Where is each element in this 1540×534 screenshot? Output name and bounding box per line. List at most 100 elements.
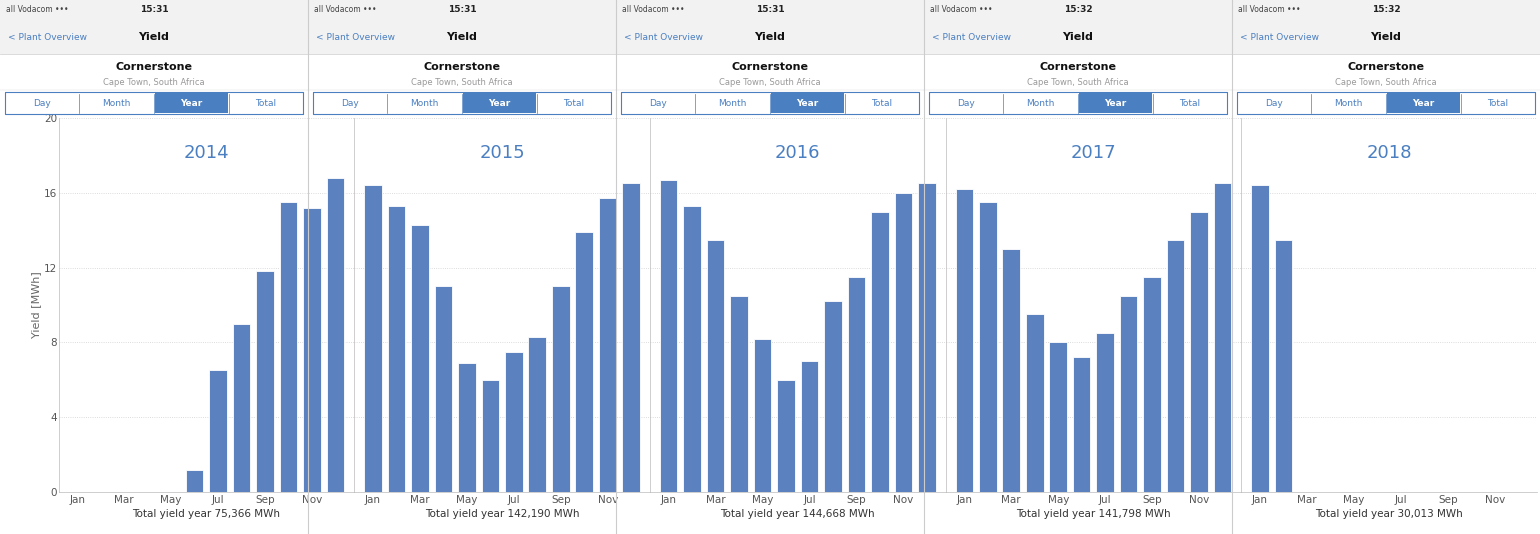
Text: Year: Year bbox=[488, 99, 510, 108]
Bar bbox=[1026, 315, 1044, 492]
Text: Cape Town, South Africa: Cape Town, South Africa bbox=[719, 77, 821, 87]
Text: < Plant Overview: < Plant Overview bbox=[8, 33, 86, 42]
Bar bbox=[388, 206, 405, 492]
X-axis label: Total yield year 142,190 MWh: Total yield year 142,190 MWh bbox=[425, 509, 579, 519]
Bar bbox=[753, 339, 772, 492]
Text: Yield: Yield bbox=[1063, 32, 1093, 42]
Bar bbox=[551, 286, 570, 492]
Text: Day: Day bbox=[340, 99, 359, 108]
Bar bbox=[1275, 240, 1292, 492]
Text: Cornerstone: Cornerstone bbox=[732, 61, 809, 72]
Bar bbox=[599, 199, 616, 492]
Text: all Vodacom •••: all Vodacom ••• bbox=[6, 5, 69, 14]
Bar bbox=[1143, 277, 1161, 492]
Text: Year: Year bbox=[1104, 99, 1126, 108]
Text: all Vodacom •••: all Vodacom ••• bbox=[930, 5, 993, 14]
Bar bbox=[482, 380, 499, 492]
Bar bbox=[505, 352, 522, 492]
Text: Cape Town, South Africa: Cape Town, South Africa bbox=[1335, 77, 1437, 87]
Text: 2014: 2014 bbox=[183, 144, 229, 162]
Text: 15:32: 15:32 bbox=[1064, 5, 1092, 14]
Text: Cornerstone: Cornerstone bbox=[116, 61, 192, 72]
Bar bbox=[1250, 185, 1269, 492]
Bar bbox=[457, 363, 476, 492]
Text: < Plant Overview: < Plant Overview bbox=[932, 33, 1010, 42]
Text: < Plant Overview: < Plant Overview bbox=[1240, 33, 1318, 42]
Text: Total: Total bbox=[256, 99, 277, 108]
Text: 2018: 2018 bbox=[1366, 144, 1412, 162]
Text: < Plant Overview: < Plant Overview bbox=[624, 33, 702, 42]
Text: Total: Total bbox=[1180, 99, 1201, 108]
Bar bbox=[528, 337, 547, 492]
Text: all Vodacom •••: all Vodacom ••• bbox=[314, 5, 377, 14]
Bar bbox=[1214, 184, 1232, 492]
Bar bbox=[1190, 211, 1207, 492]
Bar bbox=[979, 202, 996, 492]
Text: < Plant Overview: < Plant Overview bbox=[316, 33, 394, 42]
Text: Yield: Yield bbox=[755, 32, 785, 42]
Text: Cape Town, South Africa: Cape Town, South Africa bbox=[1027, 77, 1129, 87]
Bar bbox=[363, 185, 382, 492]
Text: Total: Total bbox=[872, 99, 893, 108]
Bar bbox=[684, 206, 701, 492]
Bar bbox=[256, 271, 274, 492]
Text: 2015: 2015 bbox=[479, 144, 525, 162]
Bar bbox=[622, 184, 641, 492]
Bar bbox=[955, 189, 973, 492]
Text: 15:31: 15:31 bbox=[448, 5, 476, 14]
Text: Year: Year bbox=[796, 99, 818, 108]
Bar bbox=[801, 361, 818, 492]
Text: 15:31: 15:31 bbox=[140, 5, 168, 14]
Y-axis label: Yield [MWh]: Yield [MWh] bbox=[31, 272, 42, 339]
Text: Day: Day bbox=[648, 99, 667, 108]
Bar bbox=[1049, 342, 1067, 492]
Text: Year: Year bbox=[1412, 99, 1434, 108]
Bar bbox=[659, 180, 678, 492]
Bar bbox=[918, 184, 936, 492]
Bar bbox=[1073, 357, 1090, 492]
Text: Month: Month bbox=[719, 99, 747, 108]
Bar bbox=[326, 178, 345, 492]
Bar bbox=[576, 232, 593, 492]
Text: Total: Total bbox=[564, 99, 585, 108]
Bar bbox=[411, 225, 428, 492]
Bar bbox=[847, 277, 865, 492]
Text: Month: Month bbox=[1335, 99, 1363, 108]
Bar bbox=[186, 469, 203, 492]
Text: 2017: 2017 bbox=[1070, 144, 1116, 162]
X-axis label: Total yield year 30,013 MWh: Total yield year 30,013 MWh bbox=[1315, 509, 1463, 519]
Text: Yield: Yield bbox=[1371, 32, 1401, 42]
Bar bbox=[1167, 240, 1184, 492]
Text: 15:31: 15:31 bbox=[756, 5, 784, 14]
Text: all Vodacom •••: all Vodacom ••• bbox=[1238, 5, 1301, 14]
Text: Day: Day bbox=[32, 99, 51, 108]
Bar bbox=[233, 324, 251, 492]
Bar bbox=[895, 193, 912, 492]
Text: Month: Month bbox=[1027, 99, 1055, 108]
Text: Month: Month bbox=[103, 99, 131, 108]
Text: Yield: Yield bbox=[447, 32, 477, 42]
Bar bbox=[1120, 296, 1138, 492]
Bar bbox=[730, 296, 748, 492]
Bar bbox=[707, 240, 724, 492]
Bar bbox=[280, 202, 297, 492]
Bar bbox=[434, 286, 453, 492]
Text: Total: Total bbox=[1488, 99, 1509, 108]
Bar bbox=[1003, 249, 1019, 492]
Text: Cape Town, South Africa: Cape Town, South Africa bbox=[103, 77, 205, 87]
Text: Cape Town, South Africa: Cape Town, South Africa bbox=[411, 77, 513, 87]
Text: 15:32: 15:32 bbox=[1372, 5, 1400, 14]
Bar bbox=[303, 208, 320, 492]
Bar bbox=[778, 380, 795, 492]
Text: 2016: 2016 bbox=[775, 144, 821, 162]
Bar bbox=[1096, 333, 1113, 492]
X-axis label: Total yield year 75,366 MWh: Total yield year 75,366 MWh bbox=[132, 509, 280, 519]
X-axis label: Total yield year 144,668 MWh: Total yield year 144,668 MWh bbox=[721, 509, 875, 519]
Bar bbox=[209, 371, 226, 492]
Text: Cornerstone: Cornerstone bbox=[1040, 61, 1116, 72]
Text: all Vodacom •••: all Vodacom ••• bbox=[622, 5, 685, 14]
Text: Month: Month bbox=[411, 99, 439, 108]
Text: Cornerstone: Cornerstone bbox=[1348, 61, 1424, 72]
Text: Day: Day bbox=[1264, 99, 1283, 108]
Text: Yield: Yield bbox=[139, 32, 169, 42]
